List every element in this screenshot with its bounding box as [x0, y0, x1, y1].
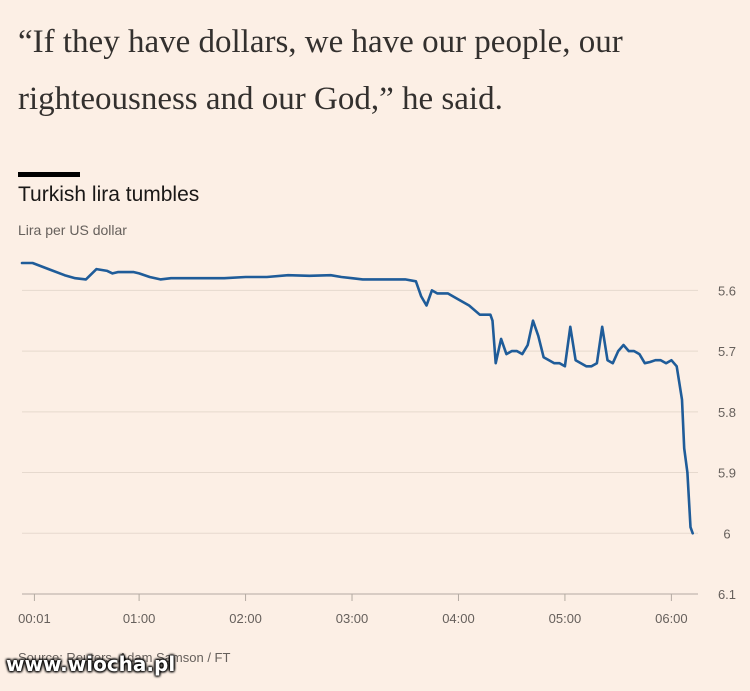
x-tick-label: 04:00: [442, 611, 475, 626]
y-axis-ticks: 5.6 5.7 5.8 5.9 6 6.1: [718, 283, 736, 602]
watermark-logo: www.wiocha.pl: [6, 652, 176, 676]
chart-source: Source: Reuters, Adam Samson / FT: [18, 650, 231, 665]
y-tick-label: 5.9: [718, 466, 736, 481]
y-tick-label: 5.6: [718, 283, 736, 298]
x-tick-label: 03:00: [336, 611, 369, 626]
chart-rule: [18, 172, 80, 177]
y-tick-label: 5.8: [718, 405, 736, 420]
y-tick-label: 5.7: [718, 344, 736, 359]
y-tick-label: 6.1: [718, 587, 736, 602]
x-axis-ticks: 00:01 01:00 02:00 03:00 04:00 05:00 06:00: [18, 594, 688, 626]
x-tick-label: 00:01: [18, 611, 51, 626]
x-tick-label: 01:00: [123, 611, 156, 626]
x-tick-label: 02:00: [229, 611, 262, 626]
y-tick-label: 6: [723, 526, 730, 541]
chart-title: Turkish lira tumbles: [18, 183, 200, 206]
grid-lines: [22, 289, 698, 595]
chart-subtitle: Lira per US dollar: [18, 222, 127, 238]
article-quote: “If they have dollars, we have our peopl…: [18, 24, 623, 117]
series-line: [20, 261, 695, 535]
series-layer: [20, 261, 695, 535]
x-tick-label: 06:00: [655, 611, 688, 626]
x-tick-label: 05:00: [549, 611, 582, 626]
